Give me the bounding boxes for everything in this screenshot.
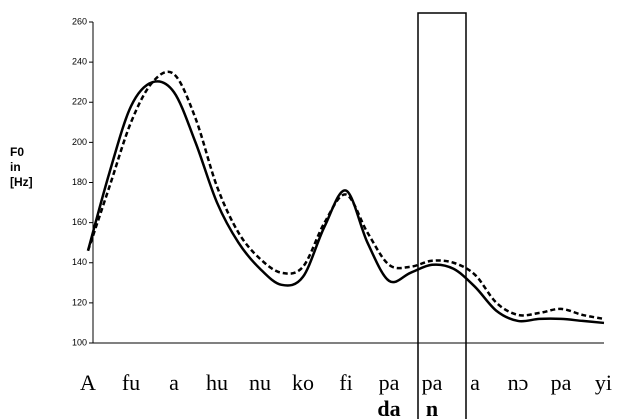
x-tick-label: ko <box>292 370 314 395</box>
y-axis-label: [Hz] <box>10 175 33 189</box>
y-tick-label: 160 <box>72 217 87 227</box>
x-sub-label: n <box>426 396 438 419</box>
x-tick-label: pa <box>379 370 400 395</box>
y-tick-label: 200 <box>72 137 87 147</box>
y-tick-label: 240 <box>72 57 87 67</box>
y-tick-label: 100 <box>72 337 87 347</box>
x-tick-label: a <box>470 370 480 395</box>
line-solid <box>86 80 605 325</box>
x-tick-label: pa <box>422 370 443 395</box>
y-tick-label: 180 <box>72 177 87 187</box>
line-dashed <box>86 70 605 321</box>
x-tick-label: pa <box>551 370 572 395</box>
x-tick-label: fu <box>122 370 140 395</box>
highlight-box <box>417 12 467 419</box>
x-tick-label: a <box>169 370 179 395</box>
x-tick-label: nɔ <box>508 370 529 395</box>
y-tick-label: 140 <box>72 257 87 267</box>
x-tick-label: A <box>80 370 96 395</box>
x-tick-label: hu <box>206 370 228 395</box>
x-tick-label: yi <box>595 370 612 395</box>
x-sub-label: da <box>377 396 400 419</box>
y-axis-label: F0 <box>10 145 24 159</box>
y-axis-label: in <box>10 160 21 174</box>
x-tick-label: nu <box>249 370 271 395</box>
y-tick-label: 220 <box>72 97 87 107</box>
y-tick-label: 260 <box>72 16 87 26</box>
x-tick-label: fi <box>339 370 352 395</box>
y-tick-label: 120 <box>72 297 87 307</box>
